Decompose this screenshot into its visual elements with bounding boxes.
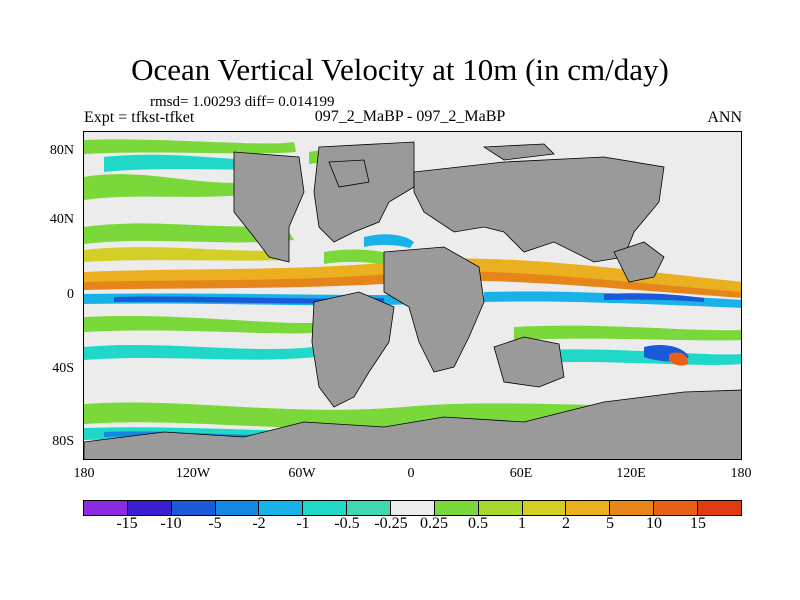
lat-label-eq: 0 bbox=[67, 287, 74, 302]
experiment-label: Expt = tfkst-tfket bbox=[84, 109, 195, 126]
land-australia bbox=[493, 336, 565, 388]
case-label: 097_2_MaBP - 097_2_MaBP bbox=[314, 108, 506, 125]
field-band-arctic bbox=[84, 139, 296, 154]
land-africa bbox=[383, 246, 485, 373]
colorbar-label: 10 bbox=[646, 515, 662, 532]
colorbar-label: 0.25 bbox=[420, 515, 448, 532]
season-label: ANN bbox=[707, 109, 742, 126]
colorbar-box bbox=[654, 501, 699, 515]
field-band-spac-1 bbox=[84, 315, 324, 334]
lon-label-60e: 60E bbox=[509, 466, 533, 481]
lon-label-180w: 180 bbox=[73, 466, 95, 481]
lon-label-180e: 180 bbox=[730, 466, 752, 481]
colorbar-label: 0.5 bbox=[468, 515, 488, 532]
field-spot-aus-red bbox=[669, 352, 689, 366]
colorbar-box bbox=[610, 501, 655, 515]
lon-label-120w: 120W bbox=[175, 466, 211, 481]
colorbar-box bbox=[171, 501, 216, 515]
colorbar-label: 15 bbox=[690, 515, 706, 532]
lat-label-40n: 40N bbox=[49, 212, 74, 227]
field-band-sind-1 bbox=[514, 325, 741, 341]
colorbar-label: -15 bbox=[116, 515, 138, 532]
colorbar-label: -1 bbox=[296, 515, 310, 532]
colorbar-box bbox=[259, 501, 304, 515]
colorbar-label: -10 bbox=[160, 515, 182, 532]
lon-label-60w: 60W bbox=[288, 466, 316, 481]
land-south-america bbox=[311, 291, 395, 408]
colorbar-label: -2 bbox=[252, 515, 266, 532]
field-band-npac-2 bbox=[84, 223, 294, 244]
stats-line: rmsd= 1.00293 diff= 0.014199 bbox=[150, 94, 335, 110]
colorbar-box bbox=[566, 501, 611, 515]
colorbar-box bbox=[303, 501, 348, 515]
map-panel bbox=[83, 131, 742, 460]
field-band-eq-upwell bbox=[84, 271, 741, 298]
colorbar-label: -0.5 bbox=[334, 515, 360, 532]
land-arctic-islands bbox=[482, 143, 555, 161]
colorbar-label: 2 bbox=[562, 515, 570, 532]
land-north-america bbox=[233, 151, 305, 263]
lat-label-80n: 80N bbox=[49, 143, 74, 158]
colorbar-box bbox=[215, 501, 260, 515]
land-antarctica bbox=[84, 389, 741, 459]
field-band-npac-3 bbox=[84, 247, 289, 262]
lat-label-40s: 40S bbox=[52, 361, 74, 376]
field-band-eq-north bbox=[84, 258, 741, 292]
field-band-atl-1 bbox=[324, 249, 399, 267]
colorbar-box bbox=[434, 501, 479, 515]
colorbar-box bbox=[347, 501, 392, 515]
colorbar-box bbox=[522, 501, 567, 515]
colorbar-label: 5 bbox=[606, 515, 614, 532]
field-band-npac-blue bbox=[104, 154, 276, 172]
land-eurasia bbox=[413, 156, 665, 263]
field-band-spac-2 bbox=[84, 344, 316, 360]
map-canvas bbox=[84, 132, 741, 459]
land-se-asia bbox=[613, 241, 665, 283]
colorbar-label: -0.25 bbox=[374, 515, 408, 532]
field-band-eq-indian-dark bbox=[604, 293, 704, 302]
lon-label-0: 0 bbox=[407, 466, 415, 481]
colorbar-box bbox=[698, 501, 741, 515]
colorbar bbox=[83, 500, 742, 516]
colorbar-label: 1 bbox=[518, 515, 526, 532]
colorbar-box bbox=[127, 501, 172, 515]
colorbar-box bbox=[478, 501, 523, 515]
colorbar-box bbox=[84, 501, 128, 515]
lat-label-80s: 80S bbox=[52, 434, 74, 449]
lon-label-120e: 120E bbox=[616, 466, 646, 481]
page-title: Ocean Vertical Velocity at 10m (in cm/da… bbox=[131, 52, 669, 87]
colorbar-label: -5 bbox=[208, 515, 222, 532]
land-greenland bbox=[328, 159, 370, 188]
field-band-atl-2 bbox=[364, 234, 414, 248]
field-band-npac-1 bbox=[84, 174, 269, 200]
colorbar-box bbox=[391, 501, 435, 515]
